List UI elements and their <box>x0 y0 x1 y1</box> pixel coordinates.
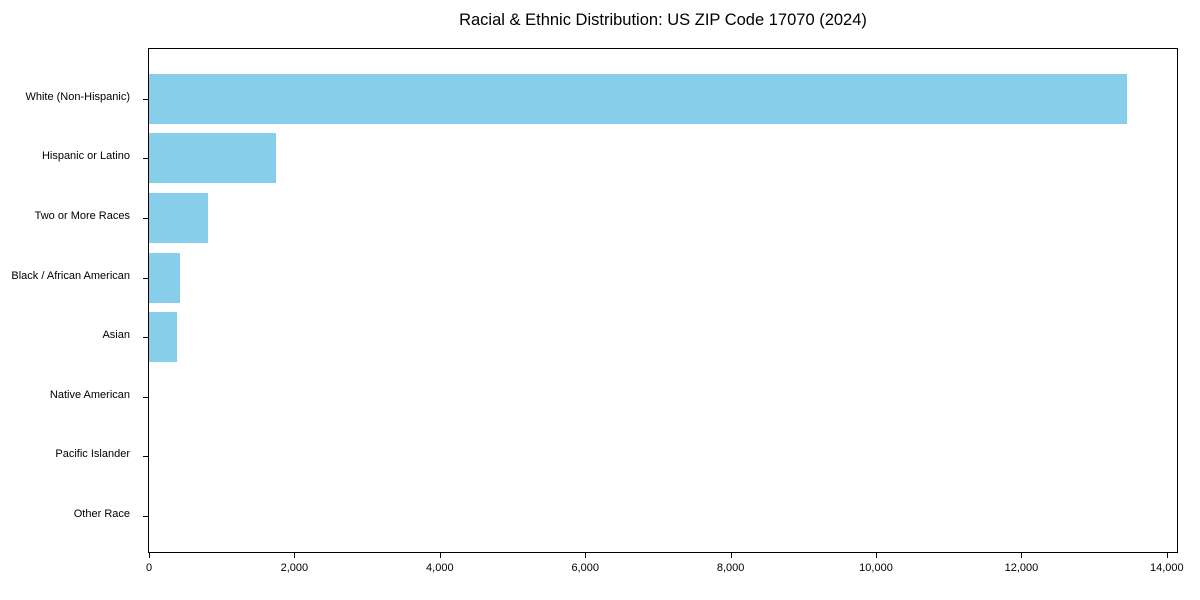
y-axis-label-white-non-hispanic: White (Non-Hispanic) <box>25 90 130 103</box>
x-tick-label: 10,000 <box>859 562 893 574</box>
chart-title: Racial & Ethnic Distribution: US ZIP Cod… <box>459 11 867 29</box>
y-tick <box>143 516 149 517</box>
x-tick <box>1166 553 1168 558</box>
y-axis-label-native-american: Native American <box>49 388 130 401</box>
y-axis-label-asian: Asian <box>102 329 130 342</box>
y-axis-labels: White (Non-Hispanic) Hispanic or Latino Tw… <box>0 48 140 553</box>
x-tick <box>294 553 296 558</box>
bar-two-or-more-races <box>149 193 208 243</box>
x-tick-label: 6,000 <box>571 562 599 574</box>
x-tick <box>585 553 587 558</box>
x-tick <box>149 553 150 558</box>
y-tick <box>143 396 149 398</box>
y-axis-label-pacific-islander: Pacific Islander <box>55 448 130 461</box>
x-tick <box>439 553 441 558</box>
y-tick <box>143 98 149 100</box>
y-axis-label-other-race: Other Race <box>73 508 130 520</box>
bar-asian <box>149 312 177 363</box>
y-tick <box>143 158 149 160</box>
plot-area: 0 2,000 4,000 6,000 8,000 10,000 12,000 14,000 <box>143 48 1184 574</box>
bar-white-non-hispanic <box>149 73 1127 124</box>
x-tick-label: 0 <box>145 562 153 574</box>
bar-black-african-american <box>149 252 180 303</box>
y-tick <box>143 456 149 458</box>
bar-hispanic-or-latino <box>149 133 276 184</box>
y-axis-label-black-african-american: Black / African American <box>11 269 130 282</box>
y-tick <box>143 337 149 339</box>
y-axis-label-hispanic-or-latino: Hispanic or Latino <box>41 150 130 163</box>
x-tick <box>730 553 732 558</box>
x-tick-label: 8,000 <box>716 562 745 574</box>
y-tick <box>143 277 149 279</box>
y-tick <box>143 218 149 219</box>
x-tick <box>876 553 877 558</box>
y-axis-label-two-or-more-races: Two or More Races <box>34 210 130 222</box>
x-tick-label: 14,000 <box>1149 562 1184 574</box>
x-tick-label: 2,000 <box>280 562 309 574</box>
x-tick-label: 12,000 <box>1004 562 1039 574</box>
x-tick <box>1021 553 1023 558</box>
x-tick-label: 4,000 <box>426 562 454 574</box>
